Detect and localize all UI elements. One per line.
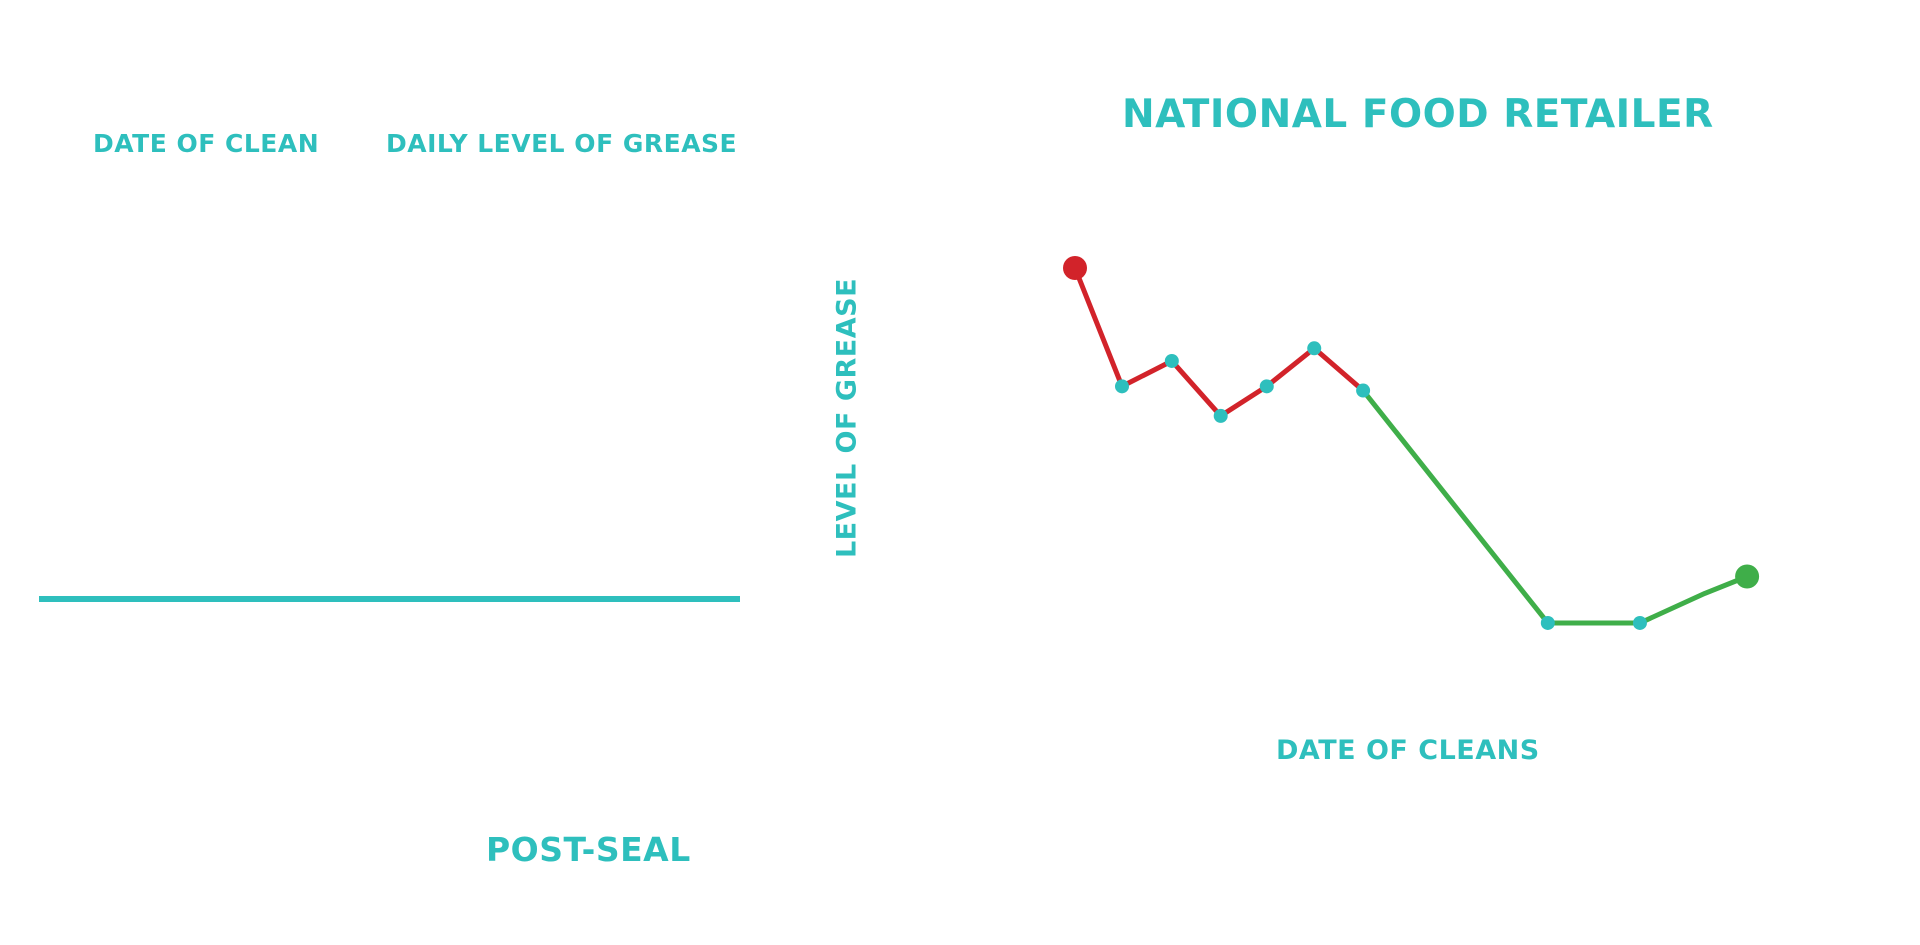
- series-line-pre-seal: [1072, 267, 1365, 419]
- end-point: [1735, 564, 1760, 589]
- data-point: [1632, 615, 1647, 630]
- column-header-daily-level-of-grease: DAILY LEVEL OF GREASE: [386, 129, 738, 158]
- start-point: [1063, 256, 1087, 280]
- x-axis-label: DATE OF CLEANS: [1276, 735, 1540, 766]
- post-seal-label: POST-SEAL: [486, 830, 691, 869]
- series-line-post-seal: [1361, 388, 1749, 626]
- data-point: [1356, 383, 1371, 398]
- column-header-date-of-clean: DATE OF CLEAN: [93, 129, 320, 158]
- data-point: [1307, 341, 1322, 356]
- data-point: [1164, 353, 1179, 368]
- data-point: [1259, 379, 1274, 394]
- data-point: [1213, 408, 1228, 423]
- data-point: [1540, 615, 1555, 630]
- data-point: [1115, 379, 1129, 394]
- chart-title: NATIONAL FOOD RETAILER: [1122, 92, 1714, 137]
- divider-line: [39, 596, 740, 602]
